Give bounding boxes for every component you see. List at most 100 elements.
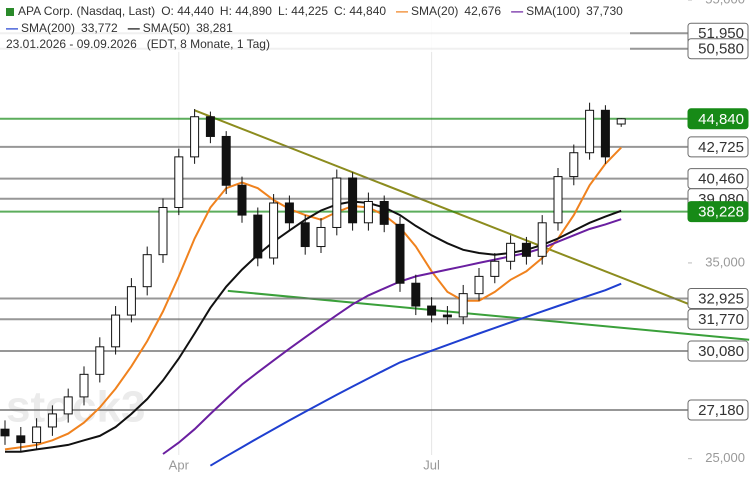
- candle-body: [537, 222, 547, 257]
- candle-body: [600, 109, 610, 158]
- level-text: 31,770: [698, 311, 744, 328]
- candle-body: [363, 200, 373, 224]
- candle-body: [427, 305, 437, 316]
- candle-body: [490, 260, 500, 277]
- candle-body: [16, 435, 26, 444]
- level-text: 27,180: [698, 402, 744, 419]
- quote: O: 44,440: [161, 4, 214, 18]
- level-box: [687, 38, 749, 60]
- quote: L: 44,225: [278, 4, 328, 18]
- legend-key: —: [128, 21, 140, 35]
- candle-body: [142, 254, 152, 288]
- legend-row: APA Corp. (Nasdaq, Last) O: 44,440 H: 44,8…: [18, 4, 623, 18]
- legend-key: —: [511, 4, 523, 18]
- legend-swatch: [6, 8, 14, 16]
- candle-body: [506, 242, 516, 262]
- candle-body: [47, 413, 57, 428]
- level-box: [687, 136, 749, 158]
- legend-row: 23.01.2026 - 09.09.2026 (EDT, 8 Monate, 1…: [6, 37, 270, 51]
- candle-body: [395, 223, 405, 284]
- candle-body: [316, 226, 326, 248]
- y-tick-label: 25,000: [705, 450, 745, 465]
- y-tick-label: 55,000: [705, 0, 745, 6]
- candle-body: [474, 275, 484, 295]
- x-tick-label: Jul: [423, 457, 440, 472]
- quote: H: 44,890: [220, 4, 272, 18]
- candle-body: [332, 177, 342, 228]
- level-text: 51,950: [698, 25, 744, 42]
- level-box: [687, 108, 749, 130]
- legend-row: — SMA(200) 33,772— SMA(50) 38,281: [6, 21, 233, 35]
- candle-body: [0, 428, 10, 437]
- candle-body: [111, 314, 121, 348]
- level-label: 44,840: [687, 108, 749, 130]
- level-text: 50,580: [698, 41, 744, 58]
- legend-key: —: [6, 21, 18, 35]
- trendline: [194, 109, 692, 306]
- legend-value: 38,281: [196, 21, 233, 35]
- sma-line: [4, 146, 622, 451]
- candle-body: [300, 222, 310, 248]
- level-box: [687, 340, 749, 362]
- candle-body: [442, 314, 452, 318]
- candle-body: [348, 177, 358, 224]
- legend-title: APA Corp. (Nasdaq, Last): [18, 4, 155, 18]
- level-label: 40,460: [687, 168, 749, 190]
- candle-body: [553, 176, 563, 224]
- level-box: [687, 308, 749, 330]
- level-text: 40,460: [698, 171, 744, 188]
- legend-value: 42,676: [464, 4, 501, 18]
- level-text: 44,840: [698, 111, 744, 128]
- level-label: 51,950: [687, 22, 749, 44]
- level-label: 30,080: [687, 340, 749, 362]
- level-label: 31,770: [687, 308, 749, 330]
- date-note: (EDT, 8 Monate, 1 Tag): [147, 37, 270, 51]
- y-tick-label: 35,000: [705, 254, 745, 269]
- level-box: [687, 399, 749, 421]
- candle-body: [126, 286, 136, 316]
- legend-name: SMA(20): [411, 4, 458, 18]
- candle-body: [158, 206, 168, 256]
- candle-body: [585, 109, 595, 154]
- level-label: 50,580: [687, 38, 749, 60]
- candle-body: [379, 200, 389, 225]
- candle-body: [174, 156, 184, 208]
- date-range: 23.01.2026 - 09.09.2026: [6, 37, 137, 51]
- candle-body: [32, 426, 42, 444]
- candle-body: [63, 396, 73, 415]
- candle-body: [616, 118, 626, 125]
- level-text: 32,925: [698, 290, 744, 307]
- watermark: stock3: [6, 383, 145, 432]
- legend-bg: [0, 0, 630, 52]
- sma-line: [5, 200, 622, 453]
- level-label: 38,228: [687, 201, 749, 223]
- level-box: [687, 287, 749, 309]
- candle-body: [253, 214, 263, 259]
- quote: C: 44,840: [334, 4, 386, 18]
- legend-name: SMA(100): [526, 4, 580, 18]
- legend-name: SMA(50): [143, 21, 190, 35]
- level-text: 42,725: [698, 139, 744, 156]
- sma-line: [209, 282, 622, 467]
- candle-body: [284, 202, 294, 224]
- sma-line: [162, 218, 622, 455]
- legend-value: 37,730: [586, 4, 623, 18]
- x-tick-label: Apr: [169, 457, 190, 472]
- candle-body: [569, 152, 579, 178]
- level-label: 42,725: [687, 136, 749, 158]
- candle-body: [521, 242, 531, 257]
- level-label: 32,925: [687, 287, 749, 309]
- legend-name: SMA(200): [21, 21, 75, 35]
- level-box: [687, 201, 749, 223]
- candle-body: [411, 282, 421, 307]
- candle-body: [221, 135, 231, 186]
- level-label: 27,180: [687, 399, 749, 421]
- level-text: 38,228: [698, 204, 744, 221]
- candle-body: [190, 116, 200, 158]
- candle-body: [79, 373, 89, 398]
- candle-body: [237, 184, 247, 216]
- legend-key: —: [396, 4, 408, 18]
- candle-body: [205, 116, 215, 137]
- candle-body: [269, 202, 279, 259]
